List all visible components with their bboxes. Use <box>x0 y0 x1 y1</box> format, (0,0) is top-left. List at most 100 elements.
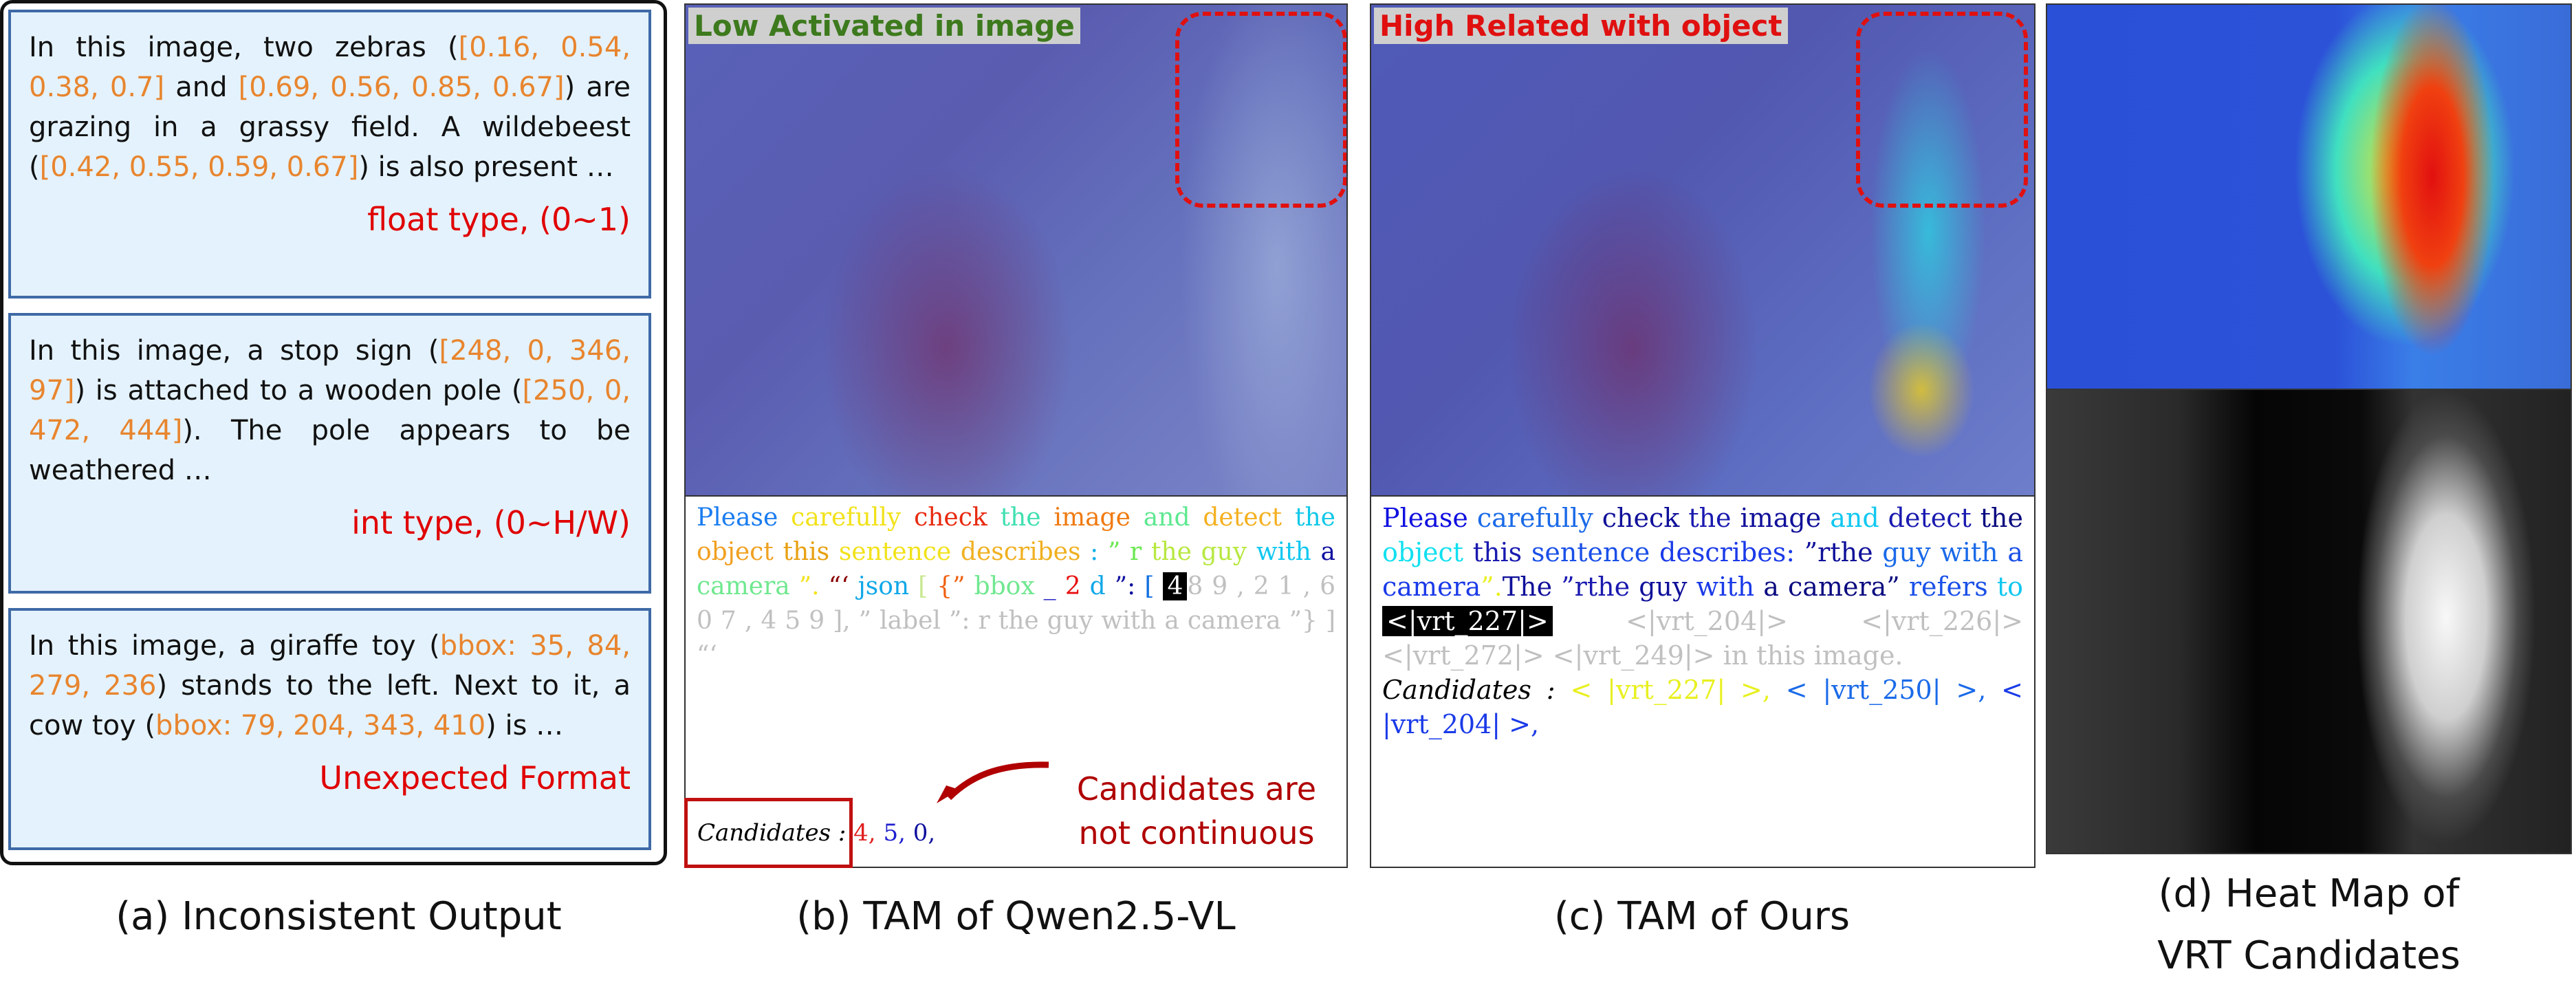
text-run: check <box>1602 503 1689 533</box>
text-run: < |vrt_204| >, <box>1382 675 2023 739</box>
caption-b: (b) TAM of Qwen2.5-VL <box>796 894 1236 939</box>
text-run: [ <box>1144 572 1164 600</box>
highlighted-token: <|vrt_227|> <box>1382 606 1553 636</box>
text-run: bbox: 79, 204, 343, 410 <box>155 710 486 741</box>
text-run: ”rthe <box>1804 537 1883 567</box>
heatmap-grayscale <box>2046 389 2572 854</box>
text-run: with <box>1256 538 1321 566</box>
caption-d-line2: VRT Candidates <box>2157 933 2460 978</box>
panel-a-inconsistent-output: In this image, two zebras ([0.16, 0.54, … <box>0 0 667 865</box>
text-run: object <box>697 538 783 566</box>
text-run: this <box>1472 537 1531 567</box>
text-run: ) is also present … <box>358 151 614 183</box>
text-run: this <box>783 538 839 566</box>
text-run: < |vrt_250| >, <box>1785 675 1987 705</box>
text-run: and <box>1830 503 1888 533</box>
text-run: ) are grazing in a grassy field. A wilde… <box>29 72 631 183</box>
text-run: a camera” <box>1763 572 1909 602</box>
note-label: int type, (0~H/W) <box>351 504 631 541</box>
text-run: the <box>1295 503 1335 532</box>
text-run: image <box>1740 503 1831 533</box>
text-run: ”: <box>1114 572 1145 600</box>
example-unexpected-format: In this image, a giraffe toy (bbox: 35, … <box>8 608 651 850</box>
text-run: detect <box>1203 503 1296 532</box>
image-label: High Related with object <box>1374 8 1788 44</box>
text-run: The <box>1502 572 1562 602</box>
text-run: with <box>1940 537 2008 567</box>
text-run: the guy <box>1150 538 1256 566</box>
text-run: [0.16, 0.54, 0.38, 0.7] <box>29 32 631 103</box>
text-run: ). The pole appears to be weathered … <box>29 415 631 486</box>
text-run: 2 <box>1065 572 1090 600</box>
text-run: guy <box>1639 572 1696 602</box>
text-run: : <box>1090 538 1108 566</box>
text-run: In this image, a giraffe toy ( <box>29 630 440 662</box>
text-run: image <box>1054 503 1144 532</box>
highlighted-token: 4 <box>1163 572 1188 600</box>
image-label: Low Activated in image <box>688 8 1080 44</box>
text-run: ”. <box>1481 572 1503 602</box>
caption-a: (a) Inconsistent Output <box>116 894 562 939</box>
dashed-highlight-box <box>1856 12 2028 208</box>
text-run: [248, 0, 346, 97] <box>29 335 631 406</box>
candidates-box: Candidates : 4, 5, 0, <box>684 798 935 868</box>
candidates-label: Candidates : <box>1382 675 1556 705</box>
candidates-label: Candidates : <box>697 819 847 847</box>
example-float-type: In this image, two zebras ([0.16, 0.54, … <box>8 10 651 299</box>
text-run: d <box>1089 572 1115 600</box>
text-run: _ <box>1043 572 1065 600</box>
text-run: ”. <box>798 572 829 600</box>
text-run: describes: <box>1659 537 1804 567</box>
example-int-type: In this image, a stop sign ([248, 0, 346… <box>8 313 651 594</box>
tam-text-ours: Please carefully check the image and det… <box>1370 495 2035 868</box>
text-run: object <box>1382 537 1473 567</box>
text-run: detect <box>1888 503 1980 533</box>
dashed-highlight-box <box>1175 12 1346 208</box>
text-run: json <box>858 572 919 600</box>
text-run: In this image, two zebras ( <box>29 32 459 63</box>
text-run: {” <box>937 572 974 600</box>
caption-d: (d) Heat Map of VRT Candidates <box>2046 863 2572 987</box>
text-run: Please <box>1382 503 1477 533</box>
text-run: ) is attached to a wooden pole ( <box>74 375 523 406</box>
text-run: <|vrt_204|> <|vrt_226|> <|vrt_272|> <|vr… <box>1382 606 2023 671</box>
text-run: ) is … <box>485 710 564 741</box>
text-run: to <box>1996 572 2023 602</box>
text-run: [ <box>918 572 937 600</box>
text-run: < |vrt_227| >, <box>1570 675 1771 705</box>
text-run: a <box>2007 537 2024 567</box>
text-run: 4, <box>853 819 876 847</box>
text-run: ) stands to the left. Next to it, a cow … <box>29 670 631 741</box>
tam-image-qwen: Low Activated in image <box>684 3 1348 497</box>
text-run: In this image, a stop sign ( <box>29 335 439 367</box>
text-run: a <box>1320 538 1335 566</box>
text-run: with <box>1696 572 1764 602</box>
text-run: 5, <box>883 819 906 847</box>
text-run: the <box>1000 503 1054 532</box>
text-run: sentence <box>1531 537 1659 567</box>
note-label: Unexpected Format <box>319 759 631 796</box>
text-run: the <box>1688 503 1740 533</box>
text-run: and <box>1143 503 1203 532</box>
text-run: guy <box>1882 537 1941 567</box>
text-run: carefully <box>791 503 915 532</box>
text-run: bbox: 35, 84, 279, 236 <box>29 630 631 702</box>
text-run: ”rthe <box>1561 572 1639 602</box>
heatmap-color <box>2046 3 2572 390</box>
text-run: describes <box>960 538 1091 566</box>
text-run: camera <box>1382 572 1481 602</box>
text-run: bbox <box>974 572 1044 600</box>
text-run: [0.69, 0.56, 0.85, 0.67] <box>238 72 565 103</box>
text-run: camera <box>697 572 799 600</box>
text-run: 0, <box>913 819 936 847</box>
text-run: carefully <box>1476 503 1602 533</box>
text-run: Please <box>697 503 792 532</box>
text-run: [0.42, 0.55, 0.59, 0.67] <box>39 151 359 183</box>
caption-c: (c) TAM of Ours <box>1553 894 1851 939</box>
text-run: ” r <box>1107 538 1151 566</box>
text-run: “‘ <box>828 572 858 600</box>
text-run: refers <box>1908 572 1997 602</box>
text-run: 8 9 , 2 1 , 6 0 7 , 4 5 9 ], ” label ”: … <box>697 572 1335 669</box>
text-run: and <box>164 72 239 103</box>
tam-image-ours: High Related with object <box>1370 3 2035 497</box>
